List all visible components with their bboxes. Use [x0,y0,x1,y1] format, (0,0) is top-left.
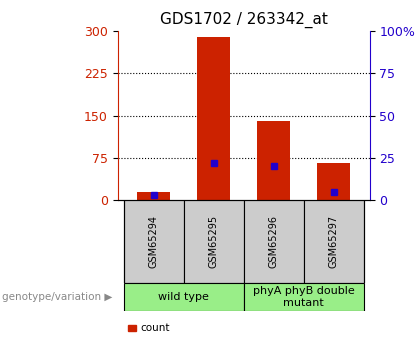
Bar [244,200,304,283]
Text: GSM65297: GSM65297 [328,215,339,268]
Bar [184,200,244,283]
Text: wild type: wild type [158,292,209,302]
Title: GDS1702 / 263342_at: GDS1702 / 263342_at [160,12,328,28]
Bar [317,164,350,200]
Text: GSM65294: GSM65294 [149,215,159,268]
Text: count: count [141,323,170,333]
Text: genotype/variation ▶: genotype/variation ▶ [2,292,113,302]
Text: phyA phyB double
mutant: phyA phyB double mutant [253,286,354,307]
Bar [123,200,184,283]
Bar [244,283,364,310]
Bar [304,200,364,283]
Text: GSM65295: GSM65295 [209,215,218,268]
Bar [128,325,136,331]
Bar [123,283,244,310]
Bar [257,121,290,200]
Bar [137,191,170,200]
Text: GSM65296: GSM65296 [269,215,278,268]
Bar [197,37,230,200]
